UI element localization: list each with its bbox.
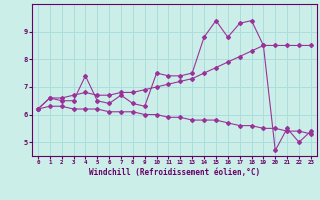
X-axis label: Windchill (Refroidissement éolien,°C): Windchill (Refroidissement éolien,°C) bbox=[89, 168, 260, 177]
